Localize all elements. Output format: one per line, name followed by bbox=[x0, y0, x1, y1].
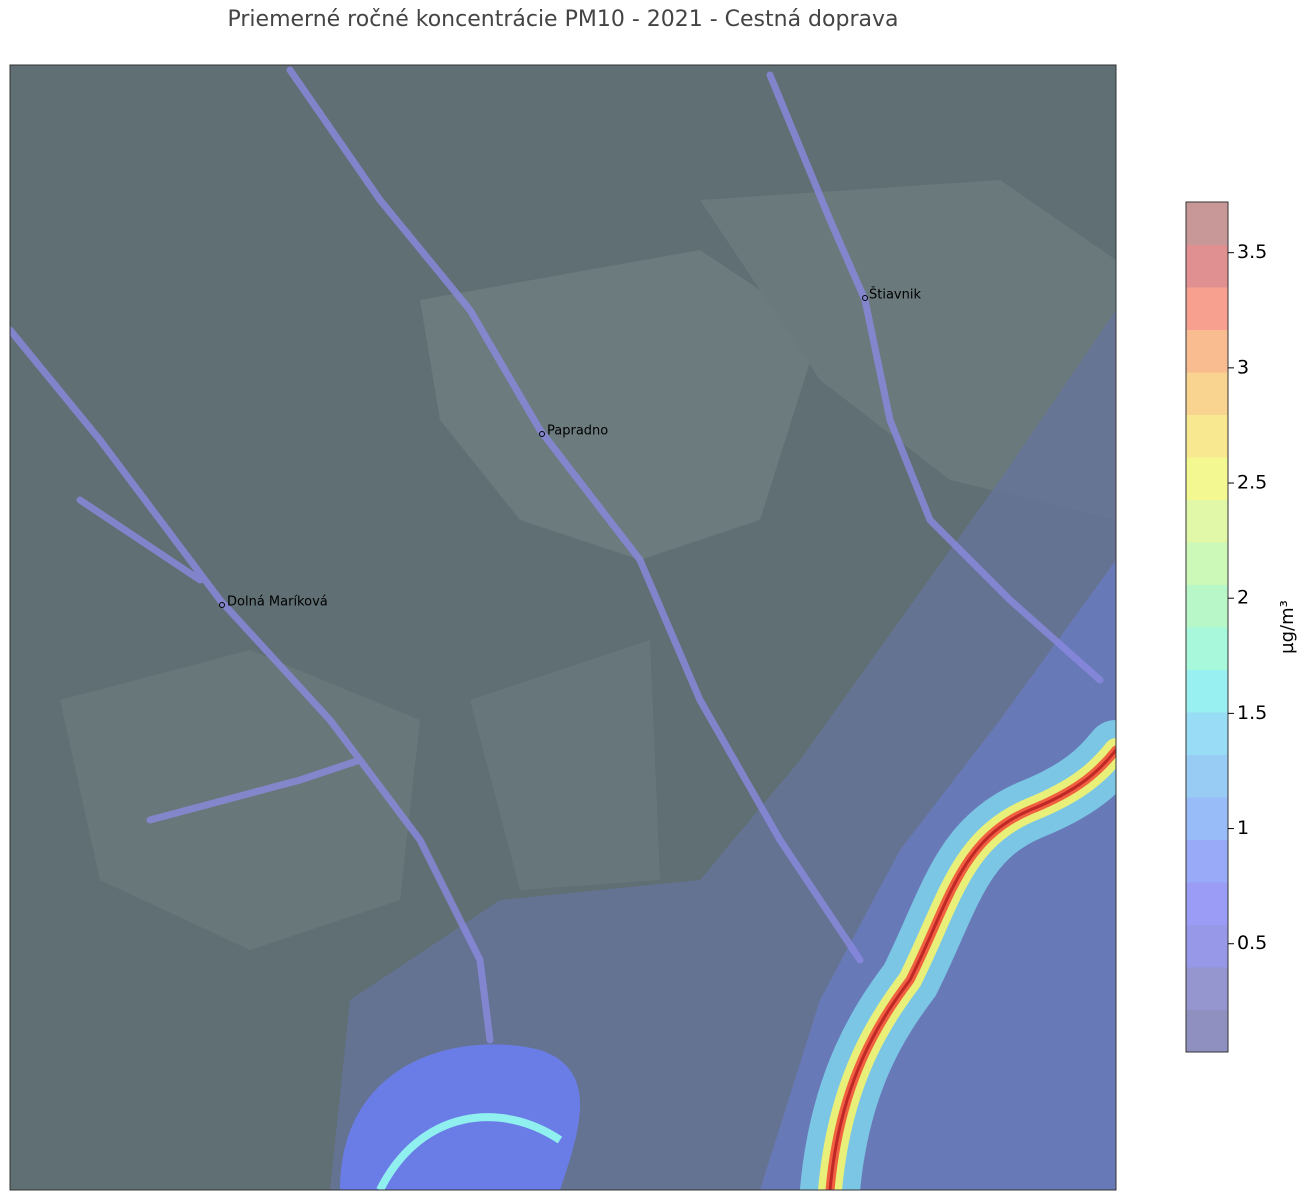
colorbar-level bbox=[1186, 202, 1228, 245]
colorbar-level bbox=[1186, 1009, 1228, 1053]
place-label: Štiavnik bbox=[869, 287, 921, 303]
colorbar-level bbox=[1186, 797, 1228, 840]
colorbar-level bbox=[1186, 499, 1228, 543]
place-label: Dolná Maríková bbox=[227, 595, 328, 610]
colorbar: 0.5 1 1.5 2 2.5 3 3.5 bbox=[1185, 201, 1267, 1053]
colorbar-level bbox=[1186, 839, 1228, 883]
terrain-patch bbox=[420, 250, 820, 560]
colorbar-level bbox=[1186, 244, 1228, 288]
highway-plume bbox=[800, 720, 1116, 1190]
colorbar-level bbox=[1186, 414, 1228, 458]
colorbar-label: µg/m³ bbox=[1277, 600, 1298, 654]
colorbar-tick-label: 3.5 bbox=[1237, 241, 1267, 263]
colorbar-level bbox=[1186, 287, 1228, 330]
place-marker bbox=[539, 431, 545, 437]
colorbar-level bbox=[1186, 372, 1228, 415]
terrain-patch bbox=[700, 180, 1116, 520]
colorbar-level bbox=[1186, 669, 1228, 713]
colorbar-level bbox=[1186, 924, 1228, 968]
colorbar-level bbox=[1186, 457, 1228, 500]
colorbar-frame bbox=[1185, 201, 1229, 1053]
map-frame bbox=[9, 64, 1117, 1191]
colorbar-tick-label: 2 bbox=[1237, 587, 1249, 609]
terrain-patch bbox=[470, 640, 660, 890]
colorbar-level bbox=[1186, 712, 1228, 755]
place-marker bbox=[219, 602, 225, 608]
colorbar-level bbox=[1186, 627, 1228, 670]
place-label: Papradno bbox=[547, 424, 608, 439]
colorbar-level bbox=[1186, 882, 1228, 925]
river-zone bbox=[376, 1113, 563, 1190]
colorbar-level bbox=[1186, 754, 1228, 798]
colorbar-tick-label: 1 bbox=[1237, 817, 1249, 839]
colorbar-tick-label: 0.5 bbox=[1237, 932, 1267, 954]
colorbar-level bbox=[1186, 542, 1228, 585]
map-area: Štiavnik Papradno Dolná Maríková bbox=[10, 65, 1116, 1190]
roads bbox=[10, 66, 1104, 1044]
colorbar-level bbox=[1186, 329, 1228, 373]
colorbar-level bbox=[1186, 584, 1228, 628]
place-marker bbox=[862, 295, 868, 301]
colorbar-tick-label: 3 bbox=[1237, 356, 1249, 378]
colorbar-tick-label: 2.5 bbox=[1237, 472, 1267, 494]
map-title: Priemerné ročné koncentrácie PM10 - 2021… bbox=[228, 7, 899, 32]
colorbar-tick-label: 1.5 bbox=[1237, 702, 1267, 724]
colorbar-level bbox=[1186, 967, 1228, 1010]
